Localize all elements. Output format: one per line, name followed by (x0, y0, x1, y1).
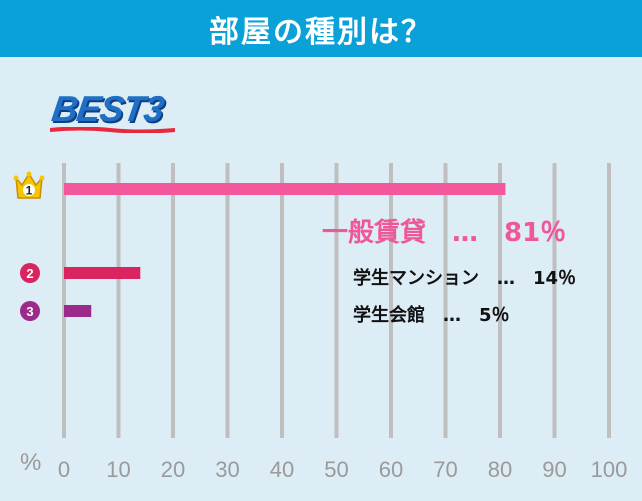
rank-3-number: 3 (26, 304, 33, 319)
chart-grid (62, 163, 611, 438)
bar-1 (64, 183, 506, 195)
x-tick-label: 90 (542, 457, 566, 482)
rank-2-label: 学生マンション … 14％ (353, 268, 577, 289)
chart-bars (64, 183, 506, 317)
x-tick-label: 40 (270, 457, 294, 482)
best3-underline (50, 127, 175, 133)
x-tick-label: 10 (106, 457, 130, 482)
bar-2 (64, 267, 141, 279)
x-axis-unit: % (20, 449, 42, 476)
x-tick-label: 100 (591, 457, 628, 482)
crown-icon: 1 (13, 171, 45, 199)
rank-3-label: 学生会館 … 5％ (353, 305, 510, 326)
rank-3-icon: 3 (20, 301, 40, 321)
x-tick-label: 30 (215, 457, 239, 482)
x-tick-label: 70 (433, 457, 457, 482)
rank-icons: 1 2 3 (13, 171, 45, 321)
x-tick-label: 80 (488, 457, 512, 482)
x-tick-label: 20 (161, 457, 185, 482)
chart-tick-labels: 0 10 20 30 40 50 60 70 80 90 100 (58, 457, 627, 482)
page-title: 部屋の種別は？ (0, 0, 642, 57)
rank-2-number: 2 (26, 266, 33, 281)
rank-1-label: 一般賃貸 … 81％ (322, 218, 567, 248)
rank-1-number: 1 (26, 184, 33, 198)
bar-3 (64, 305, 92, 317)
x-tick-label: 0 (58, 457, 70, 482)
rank-2-icon: 2 (20, 263, 40, 283)
x-tick-label: 60 (379, 457, 403, 482)
x-tick-label: 50 (324, 457, 348, 482)
